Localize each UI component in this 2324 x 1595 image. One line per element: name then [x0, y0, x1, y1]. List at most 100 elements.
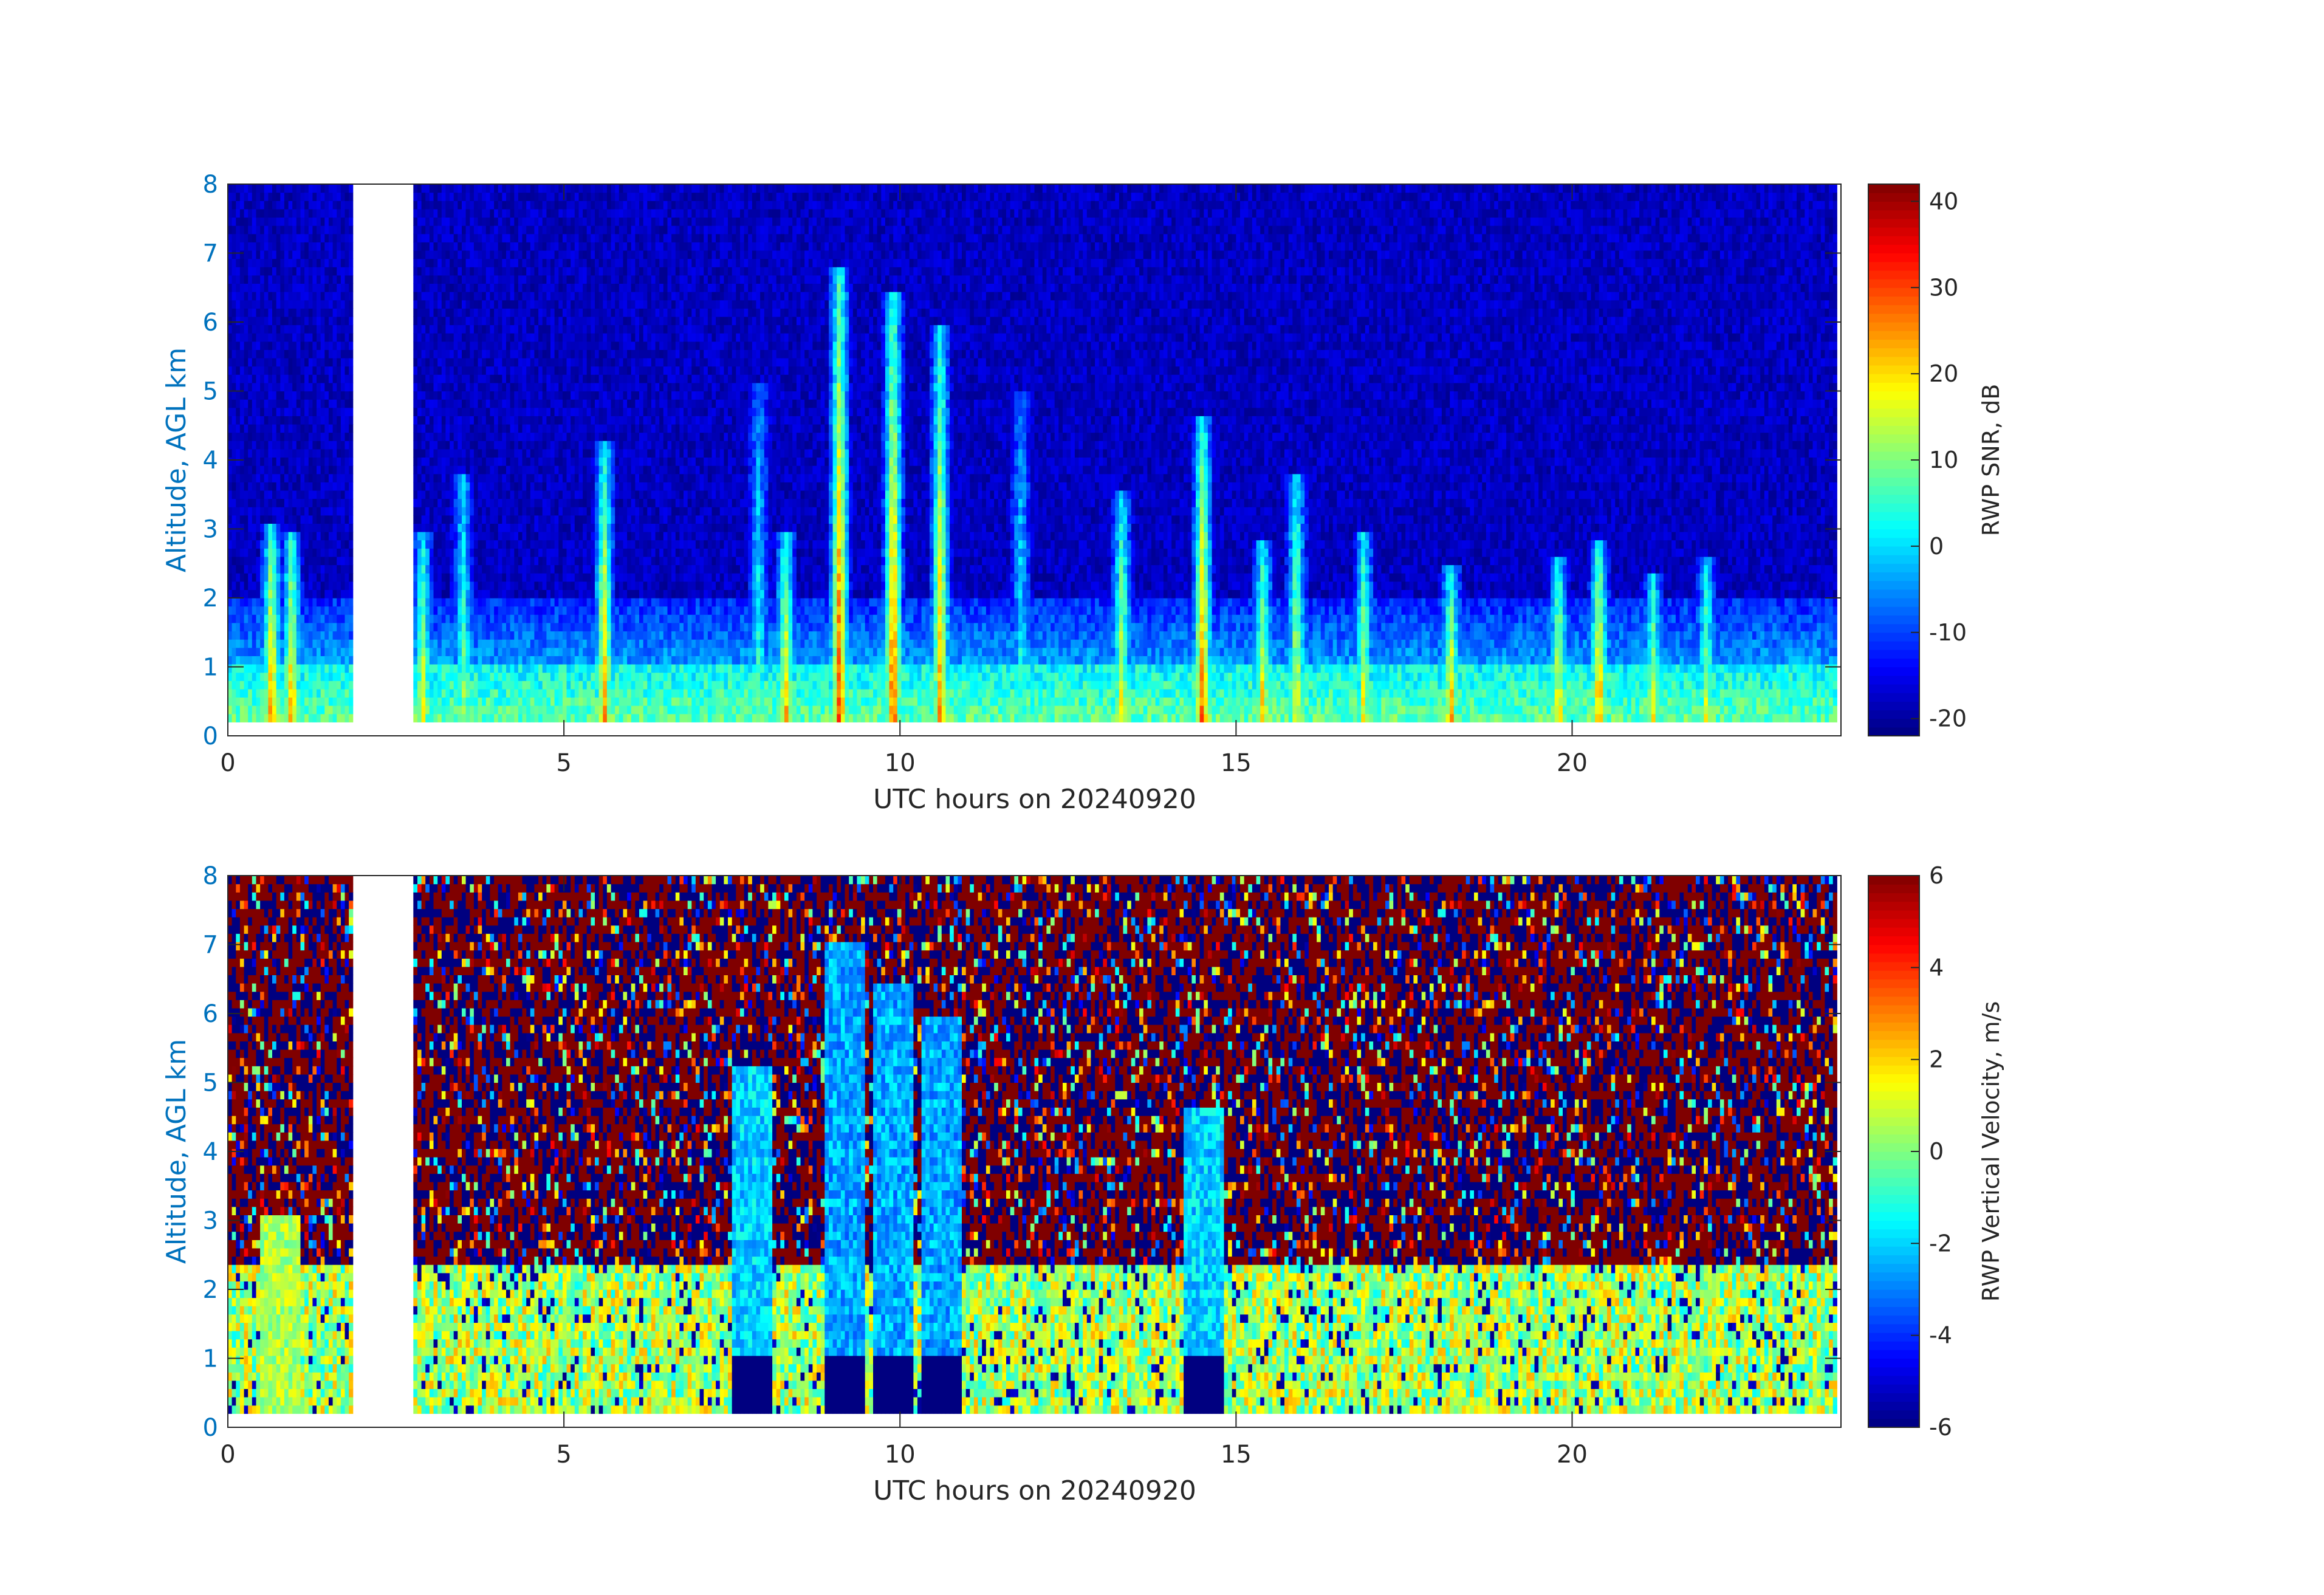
heatmap-cell	[296, 416, 301, 424]
heatmap-cell	[301, 383, 305, 391]
heatmap-cell	[272, 408, 276, 416]
heatmap-cell	[244, 218, 249, 226]
heatmap-cell	[292, 366, 296, 375]
heatmap-cell	[276, 349, 281, 358]
heatmap-cell	[317, 259, 321, 267]
heatmap-cell	[240, 631, 244, 640]
heatmap-cell	[413, 540, 417, 549]
heatmap-cell	[345, 697, 349, 705]
heatmap-cell	[333, 193, 337, 201]
heatmap-cell	[413, 441, 417, 449]
heatmap-cell	[345, 441, 349, 449]
heatmap-cell	[349, 482, 353, 490]
heatmap-cell	[228, 689, 232, 698]
heatmap-cell	[240, 300, 244, 309]
heatmap-cell	[312, 681, 317, 689]
heatmap-cell	[252, 366, 256, 375]
heatmap-cell	[236, 283, 240, 292]
heatmap-cell	[349, 540, 353, 549]
heatmap-cell	[304, 283, 309, 292]
heatmap-cell	[284, 705, 289, 714]
heatmap-cell	[256, 267, 261, 275]
heatmap-cell	[284, 292, 289, 300]
heatmap-cell	[317, 507, 321, 515]
heatmap-cell	[413, 325, 417, 334]
heatmap-cell	[232, 656, 236, 664]
heatmap-cell	[329, 697, 333, 705]
heatmap-cell	[264, 515, 269, 524]
heatmap-cell	[252, 234, 256, 242]
heatmap-cell	[333, 697, 337, 705]
heatmap-cell	[240, 325, 244, 334]
heatmap-cell	[284, 225, 289, 234]
heatmap-cell	[324, 614, 329, 623]
heatmap-cell	[321, 490, 325, 499]
heatmap-cell	[304, 234, 309, 242]
heatmap-cell	[256, 408, 261, 416]
heatmap-cell	[329, 598, 333, 606]
heatmap-cell	[333, 366, 337, 375]
heatmap-cell	[264, 606, 269, 615]
heatmap-cell	[276, 681, 281, 689]
heatmap-cell	[232, 374, 236, 383]
heatmap-cell	[228, 349, 232, 358]
heatmap-cell	[260, 374, 264, 383]
heatmap-cell	[248, 416, 252, 424]
heatmap-cell	[337, 399, 341, 408]
heatmap-cell	[349, 673, 353, 681]
heatmap-cell	[304, 581, 309, 590]
heatmap-cell	[341, 317, 345, 325]
heatmap-cell	[272, 449, 276, 458]
heatmap-cell	[329, 623, 333, 631]
heatmap-cell	[280, 193, 284, 201]
heatmap-cell	[329, 366, 333, 375]
heatmap-cell	[317, 499, 321, 507]
heatmap-cell	[252, 465, 256, 474]
heatmap-cell	[280, 292, 284, 300]
heatmap-cell	[240, 275, 244, 284]
heatmap-cell	[292, 433, 296, 441]
heatmap-cell	[413, 598, 417, 606]
heatmap-cell	[244, 639, 249, 648]
heatmap-cell	[309, 218, 313, 226]
heatmap-cell	[296, 292, 301, 300]
heatmap-cell	[341, 482, 345, 490]
heatmap-cell	[413, 515, 417, 524]
heatmap-cell	[349, 606, 353, 615]
heatmap-cell	[236, 209, 240, 218]
heatmap-cell	[240, 250, 244, 259]
heatmap-cell	[345, 705, 349, 714]
heatmap-cell	[260, 399, 264, 408]
heatmap-cell	[337, 225, 341, 234]
heatmap-cell	[252, 623, 256, 631]
heatmap-cell	[260, 193, 264, 201]
heatmap-cell	[413, 565, 417, 574]
heatmap-cell	[413, 664, 417, 673]
heatmap-cell	[321, 267, 325, 275]
heatmap-cell	[296, 465, 301, 474]
heatmap-cell	[236, 697, 240, 705]
heatmap-cell	[260, 300, 264, 309]
heatmap-cell	[252, 341, 256, 350]
heatmap-cell	[260, 548, 264, 557]
heatmap-cell	[292, 317, 296, 325]
heatmap-cell	[296, 548, 301, 557]
heatmap-cell	[312, 325, 317, 334]
heatmap-cell	[268, 697, 272, 705]
heatmap-cell	[236, 259, 240, 267]
heatmap-cell	[304, 374, 309, 383]
heatmap-cell	[272, 639, 276, 648]
heatmap-cell	[240, 673, 244, 681]
heatmap-cell	[284, 218, 289, 226]
heatmap-cell	[324, 349, 329, 358]
heatmap-cell	[301, 598, 305, 606]
heatmap-cell	[312, 623, 317, 631]
heatmap-cell	[289, 325, 293, 334]
heatmap-cell	[256, 317, 261, 325]
heatmap-cell	[284, 623, 289, 631]
heatmap-cell	[341, 358, 345, 366]
heatmap-cell	[284, 209, 289, 218]
heatmap-cell	[228, 614, 232, 623]
heatmap-cell	[292, 705, 296, 714]
heatmap-cell	[276, 449, 281, 458]
